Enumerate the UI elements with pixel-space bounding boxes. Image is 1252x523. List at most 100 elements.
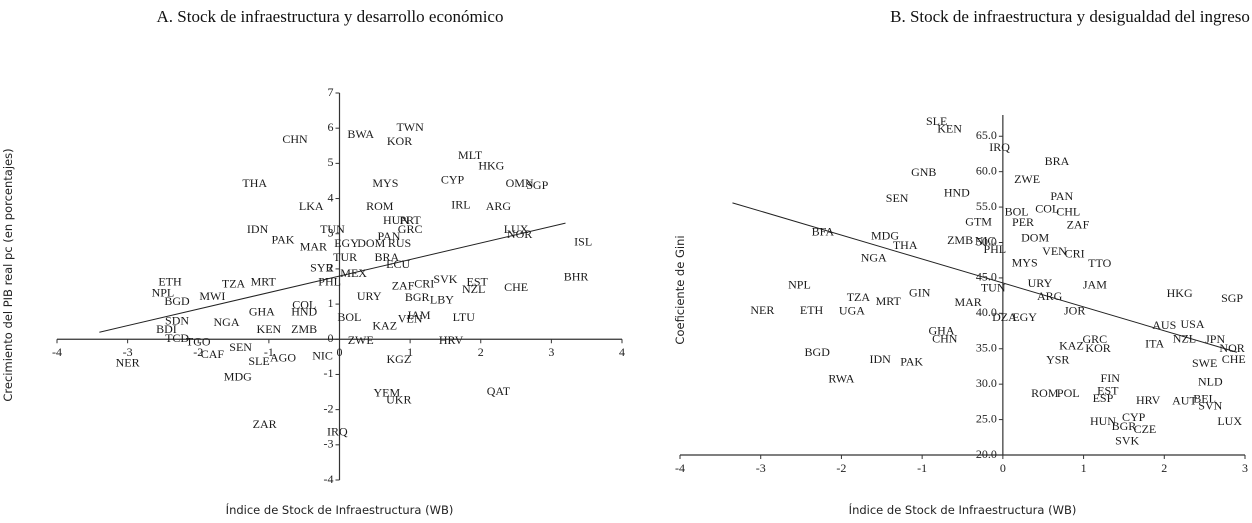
country-point: LKA [299,199,324,213]
country-point: SVK [433,272,457,286]
country-point: CHN [932,331,958,345]
country-point: HRV [1136,393,1161,407]
x-tick-label: 0 [337,345,343,359]
country-point: KAZ [1059,338,1084,352]
country-point: CRI [1065,246,1085,260]
country-point: MWI [199,289,225,303]
country-point: CHE [1222,352,1246,366]
country-point: LUX [1217,414,1242,428]
country-point: KOR [387,134,412,148]
country-point: BFA [812,224,835,238]
country-point: MRT [251,275,277,289]
country-point: BGR [405,290,430,304]
x-tick-label: -4 [52,345,62,359]
country-point: NER [750,303,774,317]
country-point: OMN [506,176,534,190]
country-point: ZAF [1067,217,1090,231]
country-point: GTM [965,214,992,228]
x-tick-label: -3 [123,345,133,359]
country-point: MRT [876,294,902,308]
country-point: EGY [334,236,359,250]
country-point: CHE [504,280,528,294]
country-point: SDN [165,313,189,327]
country-point: URY [1028,276,1053,290]
country-point: THA [242,176,267,190]
x-tick-label: 2 [478,345,484,359]
country-point: ETH [158,275,182,289]
country-point: MDG [224,370,252,384]
country-point: SLE [926,114,947,128]
country-point: ROM [1031,386,1059,400]
x-tick-label: -1 [264,345,274,359]
country-point: NOR [1219,341,1244,355]
country-point: IRQ [989,140,1010,154]
country-point: BOL [337,310,361,324]
country-point: PRT [399,213,421,227]
country-point: HND [291,305,317,319]
country-point: BGD [805,345,831,359]
trend-line [99,222,566,333]
country-point: KAZ [372,319,397,333]
x-tick-label: 2 [1161,461,1167,475]
country-point: BGR [1112,419,1137,433]
country-point: HND [944,185,970,199]
country-point: SYR [310,261,333,275]
country-point: COL [1035,202,1059,216]
country-point: GRC [398,222,423,236]
country-point: QAT [487,384,511,398]
y-tick-label: -2 [324,401,334,415]
country-point: MLT [458,148,483,162]
y-tick-label: 2 [328,261,334,275]
country-point: EST [467,275,489,289]
x-axis-label: Índice de Stock de Infraestructura (WB) [226,502,454,517]
country-point: PAN [1050,189,1073,203]
country-point: CAF [201,347,225,361]
country-point: PAN [377,229,400,243]
x-tick-label: -2 [836,461,846,475]
x-tick-label: -1 [917,461,927,475]
x-axis-label: Índice de Stock de Infraestructura (WB) [849,502,1077,517]
country-point: EGY [1012,310,1037,324]
y-tick-label: 20.0 [976,447,997,461]
country-point: IDN [247,222,269,236]
country-point: SGP [526,178,548,192]
country-point: MYS [372,176,398,190]
y-tick-label: 60.0 [976,163,997,177]
country-point: ZAF [392,278,415,292]
country-point: SVN [1198,399,1222,413]
country-point: NIC [975,234,996,248]
country-point: BRA [374,250,399,264]
country-point: TUR [333,250,357,264]
country-point: DOM [357,236,385,250]
y-tick-label: 1 [328,296,334,310]
y-tick-label: -4 [324,472,334,486]
country-point: GHA [929,324,955,338]
country-point: JAM [1083,277,1107,291]
y-tick-label: 30.0 [976,376,997,390]
chart-title: A. Stock de infraestructura y desarrollo… [157,7,504,26]
country-point: VEN [1042,244,1067,258]
country-point: ECU [386,257,410,271]
country-point: TUN [981,280,1006,294]
country-point: ITA [1145,336,1164,350]
country-point: PAK [900,355,923,369]
country-point: NIC [312,349,333,363]
country-point: JAM [407,308,431,322]
country-point: URY [357,289,382,303]
country-point: DZA [992,310,1017,324]
country-point: MEX [340,266,367,280]
country-point: NOR [507,227,532,241]
country-point: BWA [347,127,374,141]
country-point: RWA [828,372,854,386]
country-point: KEN [257,322,282,336]
country-point: PER [1012,215,1034,229]
y-tick-label: 40.0 [976,305,997,319]
y-tick-label: 7 [328,85,334,99]
country-point: TWN [396,120,424,134]
country-point: LBY [430,292,454,306]
y-tick-label: 65.0 [976,128,997,142]
x-tick-label: 0 [1000,461,1006,475]
country-point: MAR [300,240,327,254]
country-point: UGA [839,304,865,318]
